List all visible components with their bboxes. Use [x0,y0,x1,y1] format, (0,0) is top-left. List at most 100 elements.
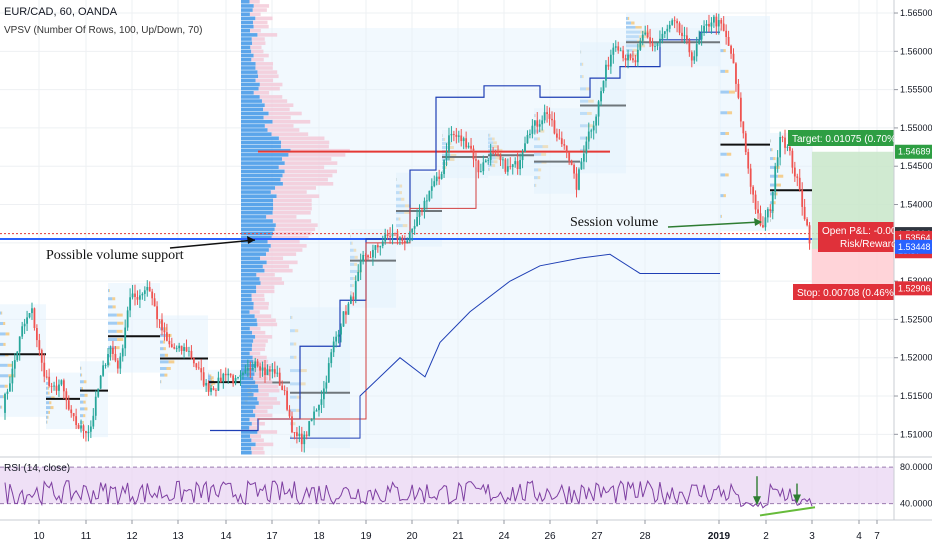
profile-down-bar [255,442,274,447]
profile-down-bar [249,326,261,331]
profile-up-bar [241,95,260,99]
profile-down-bar [284,161,338,165]
candle-up [357,271,360,282]
candle-down [273,369,276,374]
profile-down-bar [257,33,278,37]
session-volume-bar [626,30,641,34]
session-volume-bar [47,386,50,390]
profile-down-bar [260,281,285,285]
candle-up [511,164,514,168]
profile-down-bar [255,16,273,21]
candle-down [798,177,801,190]
profile-up-bar [241,235,272,240]
time-tick-label: 19 [360,531,372,542]
session-volume-bar [108,346,115,350]
candle-down [72,413,75,417]
profile-down-bar [254,314,272,318]
session-volume-bar [299,382,306,386]
session-volume-bar [160,353,165,357]
profile-up-bar [241,239,268,244]
session-volume-bar [493,141,497,145]
candle-up [234,378,237,384]
session-volume-bar [291,315,293,319]
session-volume-bar [721,214,722,218]
session-volume-bar [46,396,52,400]
profile-down-bar [251,293,265,298]
candle-down [192,358,195,364]
candle-down [754,194,757,210]
session-volume-bar [81,387,83,391]
session-volume-bar [771,148,773,152]
rsi-divergence-line [759,506,816,517]
profile-down-bar [264,268,293,273]
price-tick-label: 1.54000 [900,200,932,210]
profile-down-bar [253,306,269,310]
session-volume-bar [770,174,778,178]
profile-down-bar [259,82,283,87]
candle-up [592,125,595,131]
session-volume-bar [401,197,405,201]
session-volume-bar [3,321,6,325]
candle-up [774,166,777,192]
profile-down-bar [251,49,264,54]
candle-up [210,387,212,392]
target-label: Target: 0.01075 (0.70%) 10 [792,134,914,145]
candle-up [445,151,448,161]
profile-down-bar [258,401,281,405]
profile-up-bar [241,289,257,294]
session-volume-bar [626,16,628,20]
session-volume-bar [46,381,49,385]
support-annotation: Possible volume support [46,248,184,263]
candle-down [690,52,693,61]
session-volume-bar [350,241,352,245]
session-volume-bar [80,387,82,391]
session-volume-bar [720,152,727,156]
candle-down [784,137,786,148]
candle-down [202,372,205,386]
candle-down [403,240,406,243]
session-box [0,304,46,417]
profile-down-bar [274,227,316,232]
session-volume-bar [399,191,402,195]
profile-down-bar [270,244,307,248]
candle-up [411,228,414,233]
session-volume-bar [46,410,49,414]
profile-up-bar [241,8,253,12]
session-volume-bar [725,132,730,135]
candle-down [715,16,718,27]
candle-down [494,153,497,155]
session-volume-bar [46,401,50,405]
session-volume-bar [496,152,502,156]
profile-up-bar [241,165,279,170]
candle-up [580,161,583,170]
candle-down [38,340,41,351]
session-volume-bar [290,369,301,373]
candle-down [739,97,742,122]
candle-up [433,181,436,187]
price-tick-label: 1.55000 [900,123,932,133]
profile-down-bar [271,235,309,240]
candle-down [622,50,625,59]
candle-up [399,237,401,240]
profile-up-bar [241,293,252,298]
profile-up-bar [241,186,276,190]
profile-up-bar [241,41,253,45]
candle-up [779,136,782,158]
profile-up-bar [241,326,250,331]
profile-up-bar [241,401,259,405]
candle-up [227,373,230,376]
session-volume-bar [208,381,213,385]
profile-range-box [241,28,721,455]
candle-down [681,32,683,36]
candle-down [742,121,745,134]
session-volume-bar [0,395,4,399]
session-volume-bar [290,382,300,386]
session-box [770,132,812,230]
rsi-line [4,479,813,509]
profile-down-bar [261,99,288,103]
candle-down [67,400,70,410]
candle-up [107,354,109,366]
profile-down-bar [258,388,280,393]
candle-down [136,296,139,300]
